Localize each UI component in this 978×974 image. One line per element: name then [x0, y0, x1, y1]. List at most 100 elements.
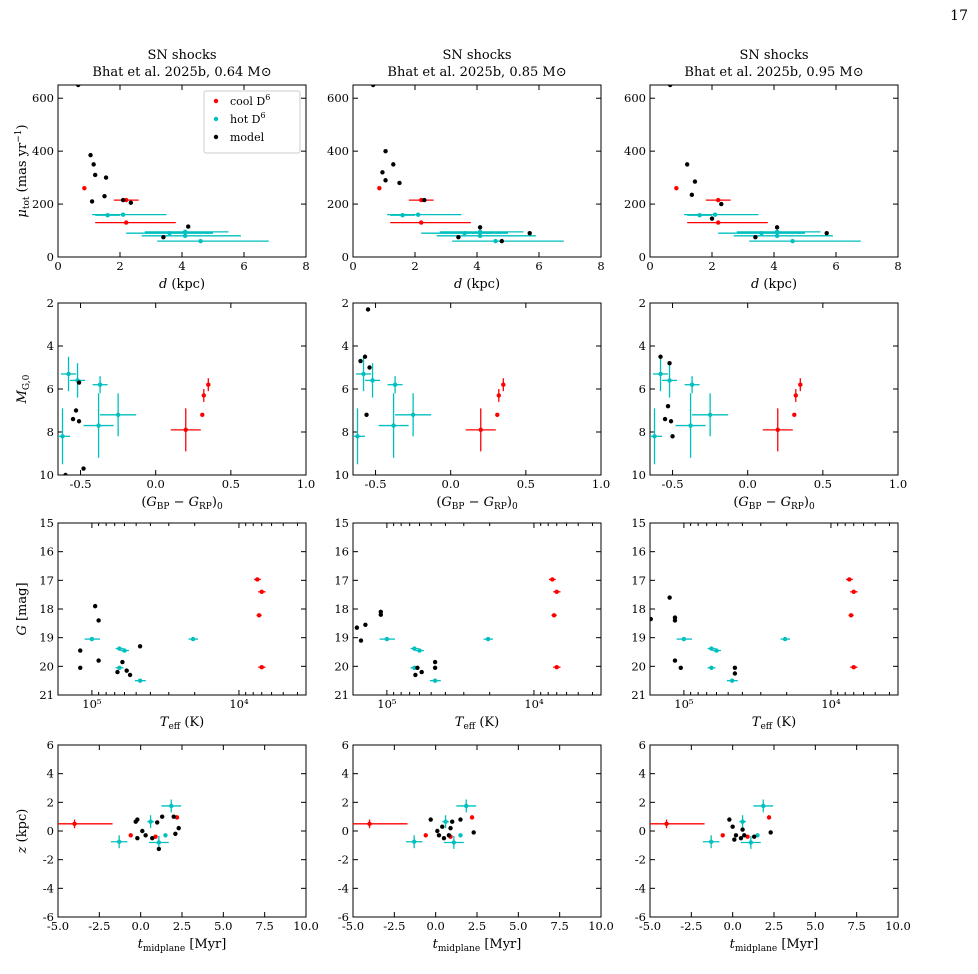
series-hot-d6 [405, 799, 477, 849]
panel-mu-d-3: 0 2 4 6 8 0 200 400 600 d (kpc) SN shocks Bhat et a… [624, 48, 902, 292]
model-point [78, 665, 83, 670]
x-tick-label: -0.5 [661, 477, 683, 491]
y-tick-label: 600 [327, 91, 349, 105]
model-point [446, 833, 452, 838]
hot-d6-point [115, 412, 121, 417]
cool-d6-point [720, 833, 725, 838]
y-tick-label: 0 [639, 824, 646, 838]
model-point [120, 197, 126, 203]
x-tick-label: 10.0 [588, 919, 614, 933]
cool-d6-point [206, 382, 211, 387]
model-point [719, 201, 724, 207]
y-tick-label: 400 [327, 144, 349, 158]
x-axis-label: tmidplane [Myr] [138, 937, 227, 954]
y-axis-label: z (kpc) [15, 809, 30, 855]
y-tick-label: 2 [47, 795, 54, 809]
y-tick-label: 600 [32, 91, 54, 105]
cool-d6-point [716, 220, 721, 225]
cool-d6-point [72, 821, 77, 827]
x-tick-label: 4 [178, 259, 185, 273]
cool-d6-point [851, 664, 856, 670]
model-point [93, 172, 98, 178]
cool-d6-point [174, 815, 180, 820]
x-axis-label: Teff (K) [752, 715, 796, 732]
x-axis-label: Teff (K) [160, 715, 204, 732]
hot-d6-point [740, 819, 745, 824]
hot-d6-point [137, 678, 143, 683]
model-point [667, 361, 672, 366]
hot-d6-point [410, 412, 416, 417]
cool-d6-point [775, 427, 780, 433]
cool-d6-point [377, 186, 382, 191]
x-tick-label: 8 [302, 259, 309, 273]
model-point [391, 162, 396, 167]
model-point [471, 830, 476, 835]
model-point [732, 671, 738, 676]
y-tick-label: -6 [43, 910, 54, 924]
y-tick-label: 6 [342, 382, 349, 396]
series-hot-d6 [702, 799, 774, 849]
plot-area [650, 577, 858, 683]
model-point [753, 234, 758, 240]
model-point [397, 180, 402, 186]
x-tick-label: 10.0 [885, 919, 911, 933]
axes-frame [649, 84, 899, 258]
axes-frame [352, 302, 602, 476]
series-hot-d6 [379, 636, 493, 683]
y-tick-label: 2 [47, 296, 54, 310]
legend-label-hot-d6: hot D6 [230, 111, 266, 126]
series-cool-d6 [549, 577, 561, 670]
cool-d6-point [550, 577, 555, 582]
ticks: -5.0 -2.5 0.0 2.5 5.0 7.5 10.0 -6 -4 -2 0 2 4 6 [635, 738, 911, 933]
cool-d6-point [124, 197, 129, 203]
hot-d6-point [384, 636, 390, 642]
cool-d6-point [851, 589, 856, 594]
panel-z-t-2: -5.0 -2.5 0.0 2.5 5.0 7.5 10.0 -6 -4 -2 0 2 4 6 tmidpl… [338, 738, 614, 954]
x-axis-label: d (kpc) [159, 277, 205, 292]
y-tick-label: 18 [631, 602, 646, 616]
hot-d6-point [117, 646, 122, 651]
hot-d6-point [755, 833, 760, 838]
ticks: -5.0 -2.5 0.0 2.5 5.0 7.5 10.0 -6 -4 -2 0 2 4 6 [43, 738, 319, 933]
hot-d6-point [361, 371, 366, 377]
model-point [378, 612, 384, 617]
hot-d6-point [667, 378, 672, 383]
cool-d6-point [201, 393, 206, 398]
hot-d6-point [761, 803, 766, 809]
y-tick-label: 20 [334, 659, 349, 673]
model-point [363, 622, 368, 627]
panel-mu-d-2: 0 2 4 6 8 0 200 400 600 d (kpc) SN shocks Bhat et a… [327, 48, 605, 292]
model-point [156, 846, 162, 852]
model-point [155, 820, 160, 825]
x-tick-label: 6 [535, 259, 542, 273]
x-axis-label: d (kpc) [751, 277, 797, 292]
cool-d6-point [128, 833, 133, 838]
x-tick-label: 1.0 [889, 477, 907, 491]
model-point [665, 404, 671, 409]
model-point [658, 354, 663, 359]
cool-d6-point [798, 382, 803, 387]
hot-d6-point [355, 434, 360, 439]
plot-area [78, 577, 266, 683]
model-point [733, 833, 739, 838]
model-point [672, 618, 678, 623]
x-tick-label: 5.0 [214, 919, 232, 933]
y-tick-label: 4 [639, 339, 646, 353]
ticks: 10⁵ 10⁴ 15 16 17 18 19 20 21 [39, 516, 306, 711]
plot-area [650, 354, 803, 465]
y-tick-label: 20 [39, 659, 54, 673]
x-tick-label: 0.0 [427, 919, 445, 933]
axes-frame [352, 522, 602, 696]
x-tick-label: 0.0 [132, 919, 150, 933]
series-cool-d6 [254, 577, 266, 670]
axes-frame [649, 744, 899, 918]
hot-d6-point [148, 819, 153, 824]
y-tick-label: 8 [47, 425, 54, 439]
hot-d6-point [709, 646, 714, 651]
cool-d6-point [255, 577, 260, 582]
x-tick-label: 1.0 [297, 477, 315, 491]
x-tick-label: 0.5 [222, 477, 240, 491]
plot-area [353, 307, 506, 465]
x-tick-label: 2 [708, 259, 715, 273]
